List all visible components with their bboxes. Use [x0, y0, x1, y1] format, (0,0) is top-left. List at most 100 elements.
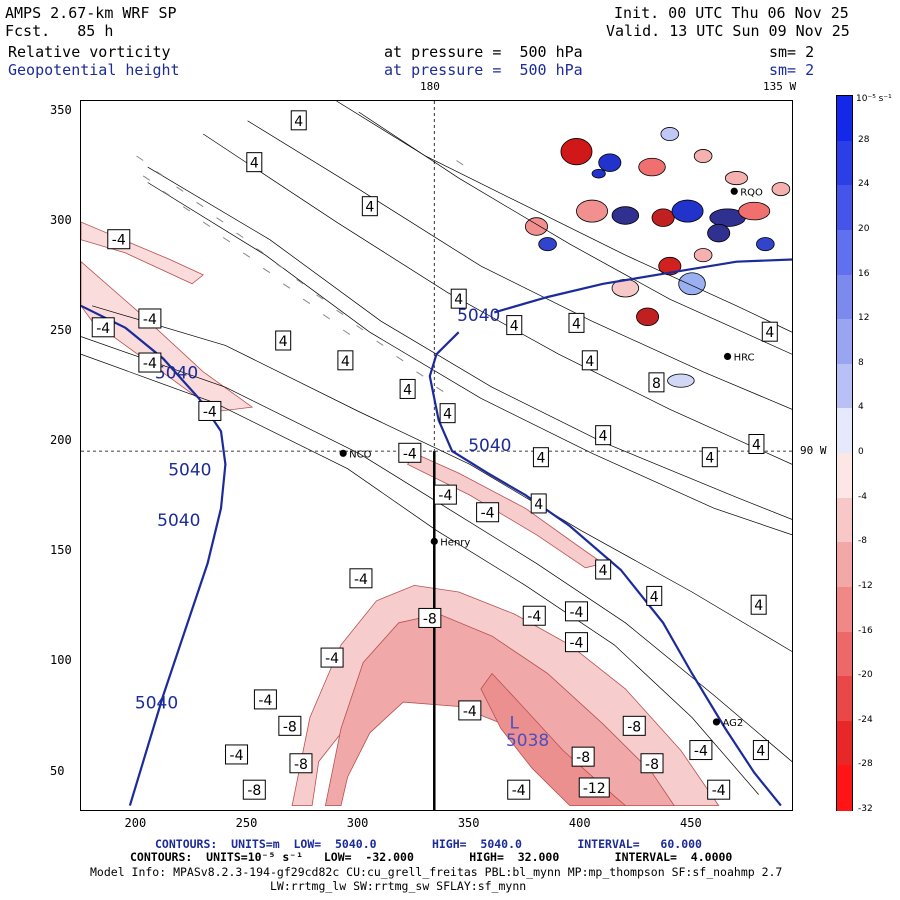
label-box-frame: [246, 152, 263, 173]
vorticity-contour-5: [81, 353, 759, 795]
streak-dash-19: [182, 206, 191, 212]
vorticity-label-box: 4: [595, 559, 612, 580]
vorticity-label-box: -4: [433, 484, 457, 505]
vorticity-label-box: -4: [91, 317, 115, 338]
streak-dash-15: [436, 386, 444, 393]
vorticity-label-box: 4: [568, 312, 585, 333]
low-center-marker: L: [510, 714, 520, 734]
vorticity-contour-8: [336, 101, 792, 333]
vorticity-label-box: 4: [530, 493, 547, 514]
label-box-frame: [761, 321, 778, 342]
vorticity-label-value: -4: [96, 321, 110, 337]
vorticity-cell-2: [638, 157, 666, 177]
vorticity-label-value: -4: [481, 506, 495, 522]
vorticity-label-box: 4: [701, 447, 718, 468]
label-box-frame: [107, 229, 131, 250]
colorbar-tick-label: 0: [858, 447, 864, 457]
vorticity-label-value: -12: [583, 781, 606, 797]
footer-vorticity-contours: CONTOURS: UNITS=10⁻⁵ s⁻¹ LOW= -32.000 HI…: [130, 850, 733, 864]
level-height: at pressure = 500 hPa: [384, 61, 583, 79]
streak-dash-25: [302, 298, 311, 305]
label-box-frame: [337, 350, 354, 371]
vorticity-label-value: -4: [712, 783, 726, 799]
vorticity-cell-23: [756, 237, 775, 252]
streak-dash-16: [456, 160, 464, 166]
label-box-frame: [646, 585, 663, 606]
label-box-frame: [450, 288, 467, 309]
vorticity-label-box: 4: [337, 350, 354, 371]
label-box-frame: [532, 447, 549, 468]
x-tick-label: 400: [568, 816, 591, 830]
colorbar-tick-label: 16: [858, 268, 870, 279]
streak-dash-18: [162, 190, 171, 197]
vorticity-label-box: 4: [748, 433, 765, 454]
label-box-frame: [320, 647, 344, 668]
streak-dash-12: [376, 340, 384, 346]
station-dot-hrc: [723, 352, 732, 361]
vorticity-label-value: 4: [585, 354, 594, 370]
streak-dash-22: [242, 252, 251, 258]
vorticity-label-value: 4: [279, 334, 288, 350]
vorticity-label-box: -4: [564, 601, 588, 622]
vorticity-label-box: -4: [253, 689, 277, 710]
vorticity-contour-0: [147, 166, 792, 520]
vorticity-label-value: -4: [463, 704, 477, 720]
vorticity-label-box: -8: [242, 779, 266, 800]
y-tick-label: 50: [50, 763, 65, 778]
meridian-135w-label: 135 W: [763, 80, 797, 93]
colorbar-segment: [837, 319, 852, 365]
colorbar-segment: [837, 96, 852, 142]
vorticity-cell-17: [660, 127, 680, 142]
vorticity-label-box: 4: [361, 196, 378, 217]
label-box-frame: [399, 378, 416, 399]
height-label-3: 5040: [135, 694, 178, 714]
colorbar-segment: [837, 185, 852, 231]
vorticity-label-box: -4: [398, 442, 422, 463]
vorticity-label-box: -8: [418, 607, 442, 628]
colorbar-segment: [837, 408, 852, 454]
vorticity-label-value: -8: [294, 757, 308, 773]
vorticity-label-value: -8: [627, 719, 641, 735]
streak-dash-20: [202, 221, 211, 227]
label-box-frame: [564, 632, 588, 653]
label-box-frame: [568, 312, 585, 333]
colorbar-segment: [837, 586, 852, 632]
vorticity-label-value: 4: [365, 200, 374, 216]
label-box-frame: [242, 779, 266, 800]
vorticity-label-value: -8: [247, 783, 261, 799]
streak-dash-2: [176, 186, 184, 192]
vorticity-label-box: -8: [278, 715, 302, 736]
label-box-frame: [622, 715, 646, 736]
label-box-frame: [595, 559, 612, 580]
colorbar: [836, 95, 853, 811]
vorticity-label-box: -4: [507, 779, 531, 800]
vorticity-cell-15: [693, 248, 713, 263]
vorticity-label-value: 4: [705, 451, 714, 467]
label-box-frame: [689, 740, 713, 761]
label-box-frame: [707, 779, 731, 800]
vorticity-label-value: -4: [694, 744, 708, 760]
vorticity-label-box: -4: [320, 647, 344, 668]
vorticity-label-value: -4: [354, 572, 368, 588]
colorbar-tick-label: -8: [858, 536, 867, 547]
vorticity-label-value: -8: [283, 719, 297, 735]
vorticity-contour-4: [81, 336, 792, 762]
colorbar-segment: [837, 229, 852, 275]
vorticity-label-value: -8: [645, 757, 659, 773]
vorticity-label-box: -4: [522, 605, 546, 626]
x-tick-label: 350: [457, 816, 480, 830]
streak-dash-8: [296, 278, 304, 285]
vorticity-label-box: 4: [646, 585, 663, 606]
vorticity-label-value: -4: [569, 605, 583, 621]
vorticity-label-value: -4: [569, 636, 583, 652]
colorbar-segment: [837, 363, 852, 409]
streak-dash-3: [196, 201, 204, 208]
station-dot-rqo: [730, 187, 738, 195]
vorticity-label-value: -4: [512, 783, 526, 799]
vorticity-label-value: -4: [527, 609, 541, 625]
label-box-frame: [439, 403, 456, 424]
colorbar-tick-label: 12: [858, 313, 870, 324]
footer-height-contours: CONTOURS: UNITS=m LOW= 5040.0 HIGH= 5040…: [155, 837, 702, 851]
vorticity-label-value: -8: [576, 750, 590, 766]
colorbar-segment: [837, 453, 852, 499]
